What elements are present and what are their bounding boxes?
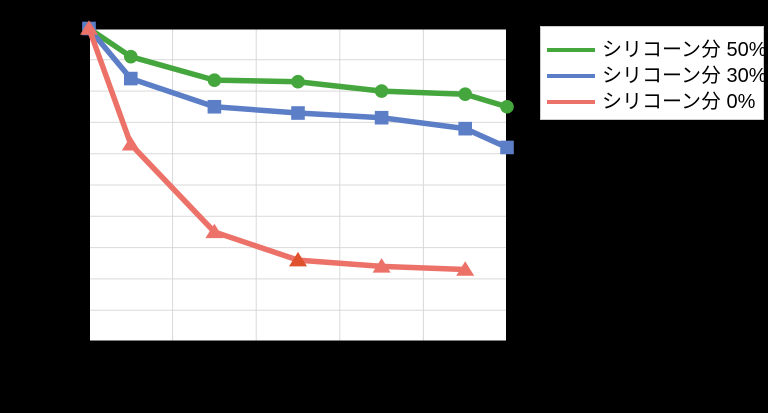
legend-label-silicone-50: シリコーン分 50% [602,39,767,61]
series-2-marker-1 [121,136,140,151]
legend-line-swatch-green [547,48,595,52]
series-2-marker-3 [289,251,307,267]
legend-item-silicone-0: シリコーン分 0% [547,89,763,115]
series-2-marker-4 [372,258,391,273]
series-1-marker-2 [207,99,222,114]
series-2-line [86,25,468,273]
legend: シリコーン分 50% シリコーン分 30% シリコーン分 0% [540,26,767,120]
series-1-marker-6 [500,140,514,155]
legend-item-silicone-30: シリコーン分 30% [547,63,767,89]
series-1-marker-5 [458,121,472,136]
series-1-marker-4 [374,110,389,125]
legend-label-silicone-30: シリコーン分 30% [602,65,767,87]
series-1-marker-3 [291,106,305,120]
legend-label-silicone-0: シリコーン分 0% [602,91,756,113]
plot-border [88,27,508,343]
series-2-marker-0 [80,20,98,35]
legend-item-silicone-50: シリコーン分 50% [547,37,767,63]
series-0-marker-2 [207,73,222,87]
series-0-marker-4 [374,84,389,98]
series-0-marker-1 [124,49,138,64]
series-0-marker-6 [500,99,514,114]
legend-line-swatch-blue [547,74,595,78]
series-0-marker-5 [458,87,473,102]
legend-line-swatch-red [547,100,595,104]
series-2-marker-2 [205,223,224,239]
series-0-marker-3 [291,74,305,89]
series-1-marker-1 [124,71,138,86]
series-2-marker-5 [456,261,475,276]
